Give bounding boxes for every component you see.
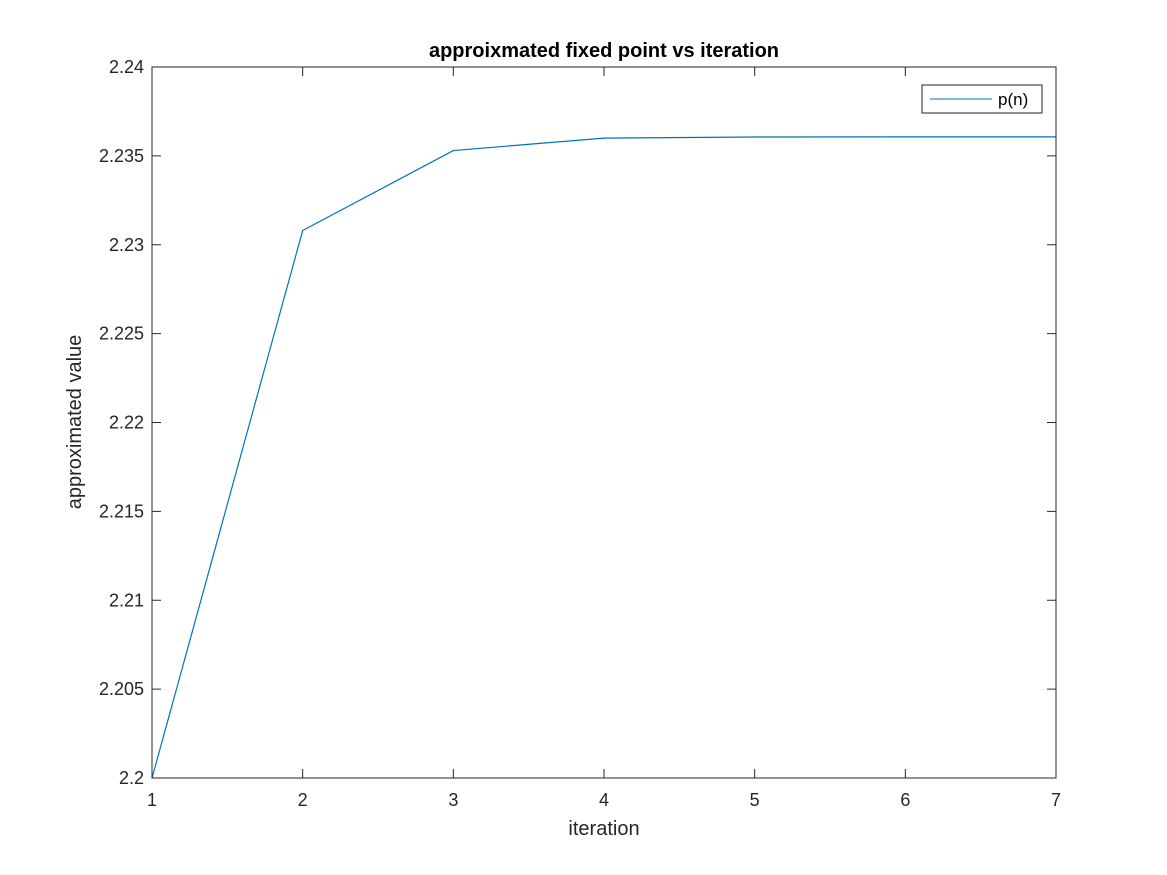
y-tick-label: 2.235 bbox=[99, 146, 144, 166]
x-tick-label: 7 bbox=[1051, 790, 1061, 810]
data-point bbox=[904, 136, 906, 138]
plot-area-background bbox=[152, 67, 1056, 778]
ticks-layer: 1 2 3 4 5 6 7 2.2 2.205 2.21 2.215 2.22 2.225 2.23 2.2… bbox=[99, 57, 1061, 810]
data-point bbox=[754, 136, 756, 138]
y-tick-label: 2.2 bbox=[119, 768, 144, 788]
y-tick-label: 2.205 bbox=[99, 679, 144, 699]
legend-entry-label: p(n) bbox=[998, 90, 1028, 109]
x-tick-label: 3 bbox=[448, 790, 458, 810]
data-point bbox=[603, 137, 605, 139]
x-tick-label: 2 bbox=[298, 790, 308, 810]
y-tick-label: 2.21 bbox=[109, 590, 144, 610]
x-tick-label: 5 bbox=[750, 790, 760, 810]
y-tick-label: 2.225 bbox=[99, 324, 144, 344]
y-tick-label: 2.22 bbox=[109, 413, 144, 433]
y-axis-label: approximated value bbox=[64, 335, 86, 510]
data-point bbox=[452, 149, 454, 152]
x-tick-label: 6 bbox=[900, 790, 910, 810]
x-axis-label: iteration bbox=[568, 818, 639, 840]
data-point bbox=[302, 229, 304, 232]
y-tick-label: 2.23 bbox=[109, 235, 144, 255]
chart-title: approixmated fixed point vs iteration bbox=[429, 40, 779, 62]
x-tick-label: 4 bbox=[599, 790, 609, 810]
y-tick-label: 2.215 bbox=[99, 501, 144, 521]
legend: p(n) bbox=[921, 84, 1043, 114]
x-tick-label: 1 bbox=[147, 790, 157, 810]
y-tick-label: 2.24 bbox=[109, 57, 144, 77]
